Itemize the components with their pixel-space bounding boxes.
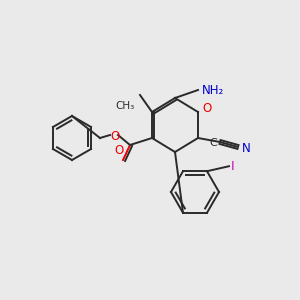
Text: I: I bbox=[231, 160, 235, 173]
Text: O: O bbox=[114, 144, 124, 157]
Text: C: C bbox=[209, 138, 217, 148]
Text: NH₂: NH₂ bbox=[202, 83, 224, 97]
Text: O: O bbox=[110, 130, 120, 143]
Text: CH₃: CH₃ bbox=[116, 101, 135, 111]
Text: O: O bbox=[202, 103, 211, 116]
Text: N: N bbox=[242, 142, 251, 154]
